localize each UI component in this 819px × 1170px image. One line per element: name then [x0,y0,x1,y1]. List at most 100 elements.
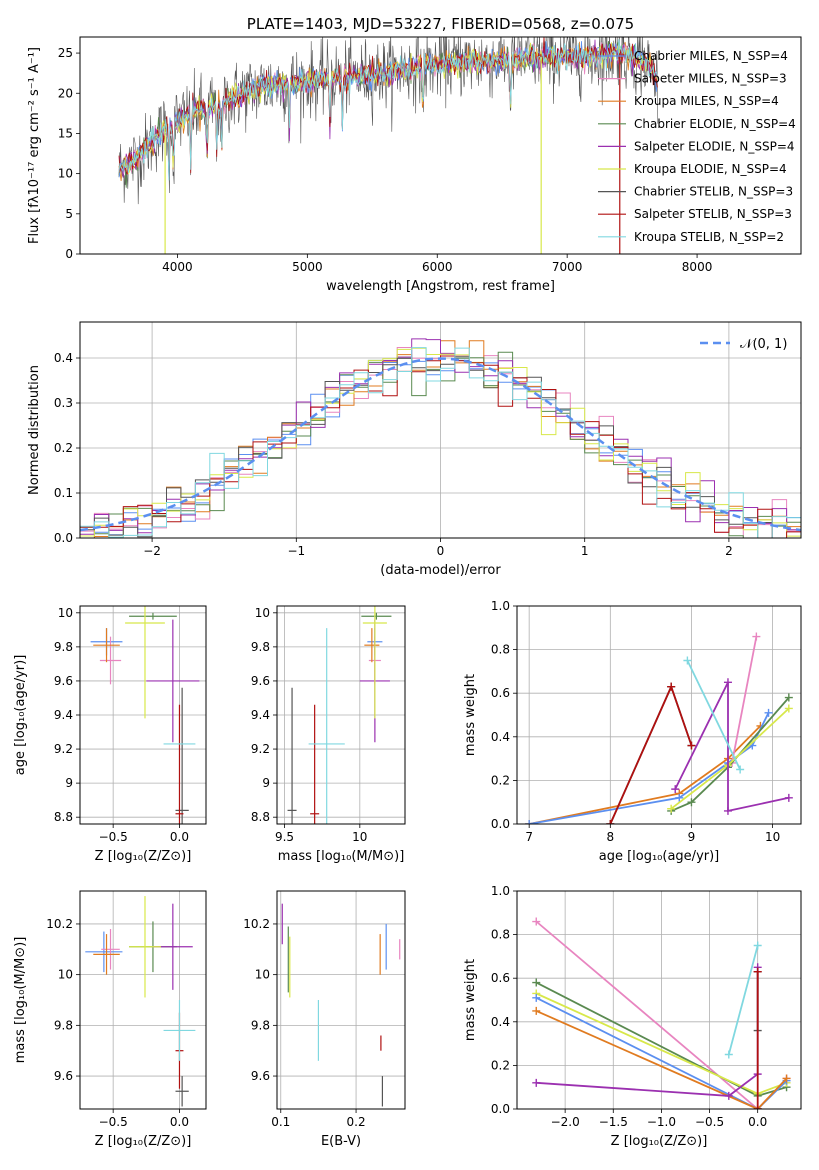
data-marker [764,708,773,717]
data-point-kroupa-elodie [129,896,161,998]
legend-label: Kroupa ELODIE, N_SSP=4 [634,162,787,176]
axes-frame [79,321,802,539]
y-axis-label: mass weight [463,674,478,756]
data-point-kroupa-miles [93,934,120,975]
data-marker [724,1091,733,1100]
data-point-salpeter-stelib [175,704,184,824]
mass_vs_Z-plot-area [85,896,196,1107]
series-line [529,712,770,824]
weight_vs_age-panel: 7 8 9 10 0.0 0.2 0.4 0.6 0.8 1.0 age [log₁₀(age/yr… [463,599,802,864]
data-marker [784,793,793,802]
y-axis-label: Normed distribution [27,365,42,495]
mass_vs_ebv-panel: 0.1 0.2 9.6 9.8 10 10.2 E(B-V) [243,890,406,1149]
data-marker [532,978,541,987]
x-tick-label: 8000 [682,260,713,274]
series-salpeter-stelib [606,682,696,824]
series-line [731,636,758,764]
mass_vs_ebv-plot-area [281,903,401,1107]
x-tick-label: 6000 [422,260,453,274]
data-marker [525,820,534,824]
y-tick-label: 0.1 [54,486,73,500]
y-tick-label: 8.8 [251,810,270,824]
spectrum-legend: Chabrier MILES, N_SSP=4 Salpeter MILES, N… [598,49,796,244]
x-tick-label: −2 [143,544,161,558]
y-tick-label: 9.6 [251,674,270,688]
y-tick-label: 10.2 [243,917,270,931]
spectrum-line-kroupa-stelib [118,39,658,181]
axes-frame [79,605,207,825]
chart-title: PLATE=1403, MJD=53227, FIBERID=0568, z=0… [247,15,634,33]
x-axis-label: Z [log₁₀(Z/Z⊙)] [95,849,192,864]
data-point-salpeter-elodie [146,619,200,743]
data-point-kroupa-elodie [362,606,387,719]
y-tick-label: 8.8 [54,810,73,824]
data-marker [532,993,541,1002]
x-tick-label: 9.5 [275,830,294,844]
y-tick-label: 10 [58,167,73,181]
y-tick-label: 0.3 [54,396,73,410]
series-line [674,681,789,813]
data-point-chabrier-miles [85,931,123,973]
data-marker [723,806,732,815]
y-tick-label: 20 [58,86,73,100]
data-point-salpeter-stelib [310,704,320,824]
x-tick-label: −2.0 [551,1115,580,1129]
data-marker [667,804,676,813]
x-axis-label: E(B-V) [321,1134,361,1149]
axes-frame [516,605,802,825]
data-marker [606,820,615,824]
legend-label: Chabrier MILES, N_SSP=4 [634,49,788,63]
data-marker [753,967,762,976]
data-marker [683,656,692,665]
x-tick-label: 0.0 [748,1115,767,1129]
data-marker [782,1074,791,1083]
x-tick-label: 8 [606,830,614,844]
y-tick-label: 9.8 [54,640,73,654]
histogram-kroupa-stelib [80,347,801,538]
series-salpeter-elodie [671,678,793,815]
y-tick-label: 1.0 [491,884,510,898]
y-tick-label: 10.2 [46,917,73,931]
y-tick-label: 0.0 [491,1102,510,1116]
data-marker [675,793,684,802]
axes-frame [79,890,207,1110]
data-marker [753,1105,762,1109]
y-tick-label: 10 [255,606,270,620]
y-tick-label: 9.6 [251,1069,270,1083]
spectrum-plot-area [118,37,659,254]
data-point-chabrier-stelib [287,687,297,824]
y-tick-label: 0.4 [491,730,510,744]
y-tick-label: 0.2 [54,441,73,455]
data-marker [687,741,696,750]
x-tick-label: 0.0 [170,1115,189,1129]
y-tick-label: 9.8 [251,1018,270,1032]
data-point-salpeter-miles [101,929,120,970]
y-tick-label: 15 [58,126,73,140]
y-tick-label: 0 [65,247,73,261]
legend-label: Kroupa MILES, N_SSP=4 [634,94,779,108]
weight_vs_Z-panel: −2.0 −1.5 −1.0 −0.5 0.0 0.0 0.2 0.4 0.6 0.8 1.0 Z [… [463,884,802,1149]
axes-frame [79,36,802,255]
x-tick-label: 1 [581,544,589,558]
residual_hist-plot-area [80,338,801,538]
y-tick-label: 0.4 [54,351,73,365]
series-line [535,996,788,1109]
series-line [670,697,790,812]
x-tick-label: 0 [437,544,445,558]
y-tick-label: 9.8 [251,640,270,654]
series-kroupa-stelib [683,656,745,774]
x-tick-label: −1.5 [599,1115,628,1129]
series-kroupa-stelib [724,941,762,1059]
spectrum-panel: 4000 5000 6000 7000 8000 0 5 10 15 20 25 wavelength… [27,15,802,294]
y-tick-label: 9.6 [54,674,73,688]
y-tick-label: 9.6 [54,1069,73,1083]
data-point-kroupa-miles [364,628,380,663]
y-axis-label: mass weight [463,959,478,1041]
weight_vs_Z-plot-area [532,917,791,1109]
y-tick-label: 0.2 [491,1058,510,1072]
y-tick-label: 1.0 [491,599,510,613]
legend-label: Salpeter MILES, N_SSP=3 [634,72,787,86]
legend-label: Salpeter ELODIE, N_SSP=4 [634,139,795,153]
y-tick-label: 9 [262,776,270,790]
